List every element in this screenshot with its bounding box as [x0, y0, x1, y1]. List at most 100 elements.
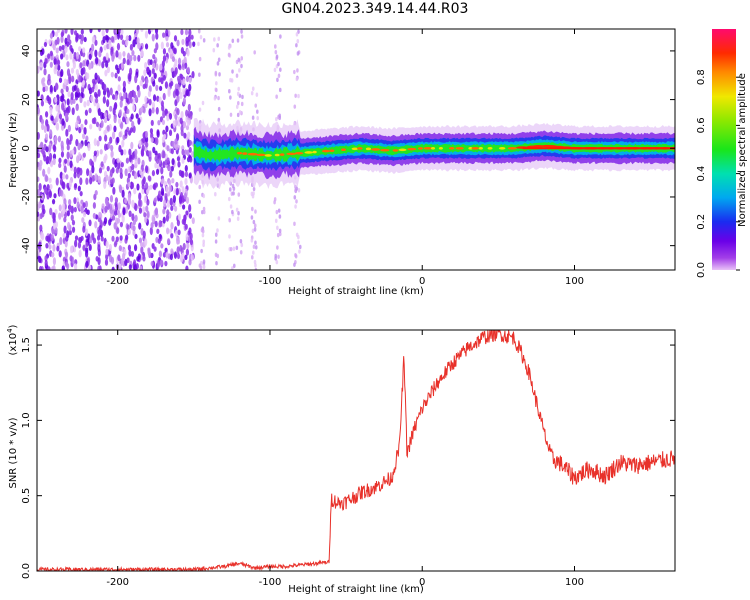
noise-speck — [134, 158, 138, 166]
noise-speck — [189, 232, 193, 240]
noise-speck — [107, 142, 111, 149]
noise-speck — [293, 195, 297, 200]
noise-speck — [43, 41, 48, 48]
noise-speck — [110, 150, 114, 158]
noise-speck — [229, 77, 232, 83]
noise-speck — [296, 68, 299, 73]
noise-speck — [175, 144, 179, 151]
noise-speck — [97, 89, 101, 97]
noise-speck — [63, 165, 67, 173]
noise-speck — [162, 74, 166, 81]
noise-speck — [138, 192, 142, 201]
noise-speck — [77, 185, 81, 192]
noise-speck — [78, 126, 82, 134]
noise-speck — [82, 202, 86, 209]
noise-speck — [120, 95, 124, 102]
noise-speck — [110, 46, 114, 53]
noise-speck — [125, 234, 129, 241]
noise-speck — [76, 201, 80, 209]
noise-speck — [180, 170, 184, 178]
noise-speck — [46, 95, 50, 102]
noise-speck — [82, 211, 87, 218]
noise-speck — [181, 157, 185, 164]
noise-speck — [149, 184, 153, 190]
noise-speck — [166, 238, 171, 244]
noise-speck — [83, 127, 87, 134]
signal-hotspot — [236, 151, 243, 155]
snr-y-tick-label: 1.0 — [21, 412, 32, 428]
noise-speck — [297, 188, 301, 193]
noise-speck — [184, 149, 188, 155]
noise-speck — [122, 92, 127, 100]
noise-speck — [37, 211, 40, 217]
noise-speck — [168, 165, 172, 172]
noise-speck — [256, 115, 259, 121]
noise-speck — [182, 121, 187, 129]
noise-speck — [65, 85, 69, 93]
noise-speck — [66, 98, 70, 106]
noise-speck — [86, 99, 90, 107]
noise-speck — [165, 29, 169, 37]
noise-speck — [155, 137, 159, 146]
noise-speck — [275, 209, 279, 215]
noise-speck — [295, 186, 299, 191]
noise-speck — [97, 29, 101, 33]
noise-speck — [128, 35, 132, 42]
noise-speck — [237, 86, 241, 92]
signal-hotspot — [256, 153, 266, 157]
noise-speck — [231, 266, 234, 270]
noise-speck — [185, 75, 190, 83]
noise-speck — [73, 172, 77, 179]
noise-speck — [202, 206, 206, 212]
noise-speck — [237, 211, 240, 216]
spectrogram-heatmap — [37, 29, 675, 270]
noise-speck — [169, 170, 173, 178]
noise-speck — [57, 64, 61, 71]
noise-speck — [58, 77, 63, 83]
noise-speck — [51, 251, 55, 258]
noise-speck — [217, 106, 221, 112]
noise-speck — [276, 77, 279, 83]
noise-speck — [124, 129, 128, 137]
noise-speck — [105, 60, 109, 68]
noise-speck — [162, 150, 166, 159]
noise-speck — [81, 217, 85, 223]
noise-speck — [198, 199, 201, 205]
noise-speck — [91, 78, 96, 84]
noise-speck — [37, 249, 40, 257]
noise-speck — [61, 102, 65, 111]
noise-speck — [105, 29, 109, 34]
noise-speck — [86, 209, 90, 216]
noise-speck — [172, 194, 176, 204]
noise-speck — [144, 30, 149, 39]
noise-speck — [162, 48, 167, 55]
noise-speck — [166, 113, 170, 122]
noise-speck — [50, 234, 55, 242]
noise-speck — [97, 257, 101, 266]
noise-speck — [70, 214, 74, 221]
noise-speck — [119, 33, 124, 41]
noise-speck — [119, 221, 124, 228]
noise-speck — [92, 174, 96, 182]
noise-speck — [215, 260, 218, 266]
noise-speck — [254, 209, 257, 214]
noise-speck — [140, 106, 144, 113]
noise-speck — [121, 39, 125, 45]
noise-speck — [175, 236, 180, 245]
noise-speck — [144, 61, 148, 70]
noise-speck — [168, 113, 172, 119]
noise-speck — [100, 111, 104, 120]
spectrogram-frame — [36, 28, 676, 271]
noise-speck — [49, 50, 53, 57]
noise-speck — [110, 144, 114, 152]
noise-speck — [103, 111, 108, 118]
noise-speck — [202, 239, 206, 244]
noise-speck — [45, 235, 49, 242]
noise-speck — [135, 29, 139, 35]
noise-speck — [85, 177, 89, 185]
noise-speck — [181, 63, 185, 71]
noise-speck — [170, 248, 174, 254]
snr-x-tick-label: -200 — [106, 577, 129, 588]
noise-speck — [105, 174, 109, 181]
noise-speck — [120, 162, 124, 168]
